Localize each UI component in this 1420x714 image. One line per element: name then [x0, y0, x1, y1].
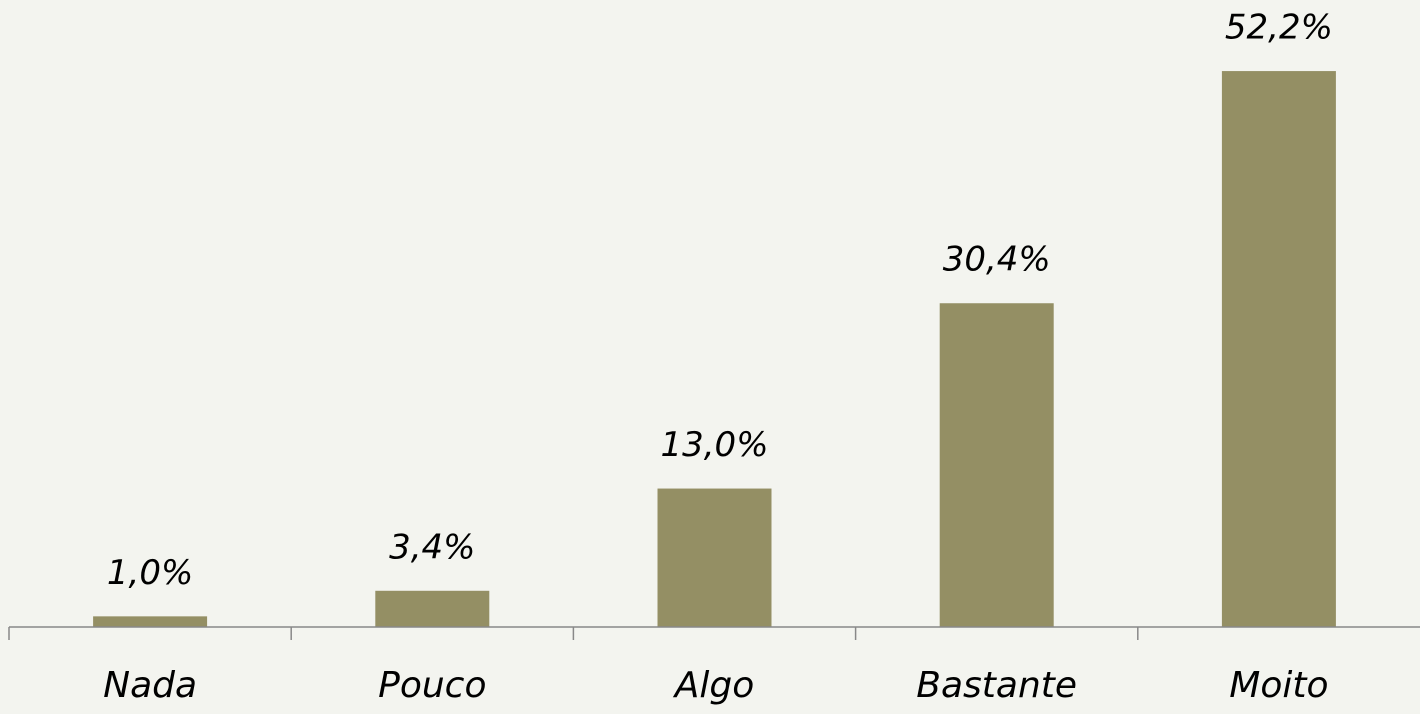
data-label: 13,0%: [660, 425, 768, 465]
bar: [375, 590, 490, 627]
bar: [1221, 71, 1336, 627]
data-label: 52,2%: [1225, 8, 1333, 48]
x-tick-label: Algo: [673, 665, 755, 706]
data-label: 30,4%: [943, 240, 1051, 280]
x-tick-label: Bastante: [916, 665, 1077, 706]
data-label: 3,4%: [389, 527, 475, 567]
x-tick-label: Nada: [103, 665, 197, 706]
x-tick-label: Moito: [1229, 665, 1328, 706]
bar: [939, 303, 1054, 627]
data-label: 1,0%: [107, 553, 193, 593]
bar: [93, 616, 208, 627]
bar: [657, 488, 772, 627]
x-tick-label: Pouco: [378, 665, 486, 706]
